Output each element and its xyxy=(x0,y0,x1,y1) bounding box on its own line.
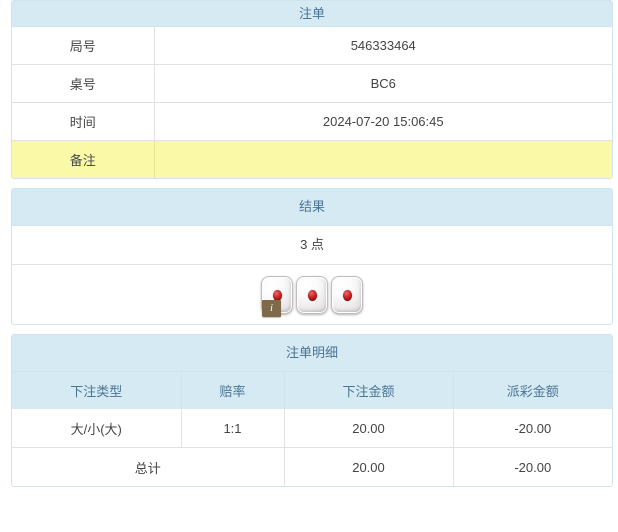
die-2 xyxy=(296,275,328,314)
order-note-value xyxy=(153,140,612,178)
info-badge-icon[interactable]: i xyxy=(262,299,281,317)
table-row: 局号 546333464 xyxy=(12,27,612,65)
cell-payout-amount: -20.00 xyxy=(452,409,612,448)
bet-detail-title: 注单明细 xyxy=(12,335,612,372)
order-row-label: 局号 xyxy=(12,27,155,65)
result-points-text: 3 点 xyxy=(12,226,612,265)
table-row: 大/小(大) 1:1 20.00 -20.00 xyxy=(12,409,612,448)
table-row: 桌号 BC6 xyxy=(12,64,612,103)
table-row-note: 备注 xyxy=(12,140,612,178)
die-1: i xyxy=(261,275,293,317)
column-header-bet-type: 下注类型 xyxy=(12,372,182,409)
bet-detail-table: 下注类型 赔率 下注金额 派彩金额 大/小(大) 1:1 20.00 -20.0… xyxy=(12,372,612,486)
cell-odds: 1:1 xyxy=(180,409,285,448)
dice-pip-icon xyxy=(343,289,352,301)
table-header-row: 下注类型 赔率 下注金额 派彩金额 xyxy=(12,372,612,409)
cell-bet-type: 大/小(大) xyxy=(12,409,182,448)
order-row-value: 2024-07-20 15:06:45 xyxy=(153,102,612,141)
order-row-label: 时间 xyxy=(12,102,155,141)
result-dice-area: i xyxy=(12,265,612,324)
order-info-card: 注单 局号 546333464 桌号 BC6 时间 2024-07-20 15:… xyxy=(11,0,613,179)
order-row-value: 546333464 xyxy=(153,27,612,65)
dice-row: i xyxy=(261,275,363,317)
die-3 xyxy=(331,275,363,314)
order-row-value: BC6 xyxy=(153,64,612,103)
table-row: 时间 2024-07-20 15:06:45 xyxy=(12,102,612,141)
order-info-title: 注单 xyxy=(12,1,612,27)
cell-total-payout-amount: -20.00 xyxy=(452,447,612,486)
order-info-table: 局号 546333464 桌号 BC6 时间 2024-07-20 15:06:… xyxy=(12,27,612,178)
order-row-label: 桌号 xyxy=(12,64,155,103)
dice-pip-icon xyxy=(308,289,317,301)
cell-bet-amount: 20.00 xyxy=(283,409,454,448)
result-title: 结果 xyxy=(12,189,612,226)
dice-pip-icon xyxy=(273,289,282,301)
result-card: 结果 3 点 i xyxy=(11,188,613,325)
table-row-total: 总计 20.00 -20.00 xyxy=(12,447,612,486)
column-header-odds: 赔率 xyxy=(180,372,285,409)
column-header-payout-amount: 派彩金额 xyxy=(452,372,612,409)
cell-total-label: 总计 xyxy=(12,447,285,486)
column-header-bet-amount: 下注金额 xyxy=(283,372,454,409)
cell-total-bet-amount: 20.00 xyxy=(283,447,454,486)
order-row-label: 备注 xyxy=(12,140,155,178)
bet-detail-card: 注单明细 下注类型 赔率 下注金额 派彩金额 大/小(大) 1:1 20.00 … xyxy=(11,334,613,487)
